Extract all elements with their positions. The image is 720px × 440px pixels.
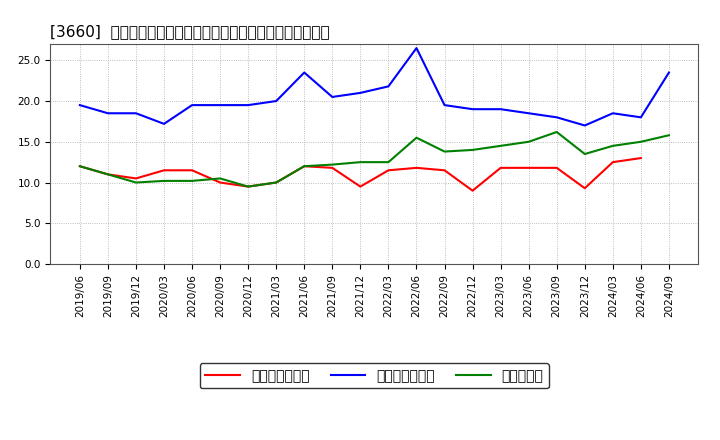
売上債権回転率 [440, 168, 449, 173]
売上債権回転率 [272, 180, 281, 185]
買入債務回転率 [552, 115, 561, 120]
売上債権回転率 [468, 188, 477, 193]
売上債権回転率 [580, 186, 589, 191]
在庫回転率 [665, 132, 673, 138]
買入債務回転率 [216, 103, 225, 108]
売上債権回転率 [608, 160, 617, 165]
在庫回転率 [440, 149, 449, 154]
買入債務回転率 [384, 84, 392, 89]
Text: [3660]  売上債権回転率、買入債務回転率、在庫回転率の推移: [3660] 売上債権回転率、買入債務回転率、在庫回転率の推移 [50, 24, 330, 39]
在庫回転率 [76, 164, 84, 169]
売上債権回転率 [244, 184, 253, 189]
在庫回転率 [104, 172, 112, 177]
売上債権回転率 [524, 165, 533, 170]
売上債権回転率 [412, 165, 420, 170]
売上債権回転率 [356, 184, 365, 189]
買入債務回転率 [300, 70, 309, 75]
在庫回転率 [496, 143, 505, 148]
Line: 買入債務回転率: 買入債務回転率 [80, 48, 669, 125]
売上債権回転率 [216, 180, 225, 185]
買入債務回転率 [188, 103, 197, 108]
在庫回転率 [468, 147, 477, 153]
買入債務回転率 [244, 103, 253, 108]
在庫回転率 [216, 176, 225, 181]
買入債務回転率 [160, 121, 168, 126]
買入債務回転率 [328, 94, 337, 99]
在庫回転率 [636, 139, 645, 144]
売上債権回転率 [552, 165, 561, 170]
在庫回転率 [244, 184, 253, 189]
在庫回転率 [384, 160, 392, 165]
在庫回転率 [552, 129, 561, 135]
買入債務回転率 [272, 99, 281, 104]
売上債権回転率 [160, 168, 168, 173]
買入債務回転率 [608, 110, 617, 116]
在庫回転率 [272, 180, 281, 185]
在庫回転率 [328, 162, 337, 167]
在庫回転率 [132, 180, 140, 185]
買入債務回転率 [524, 110, 533, 116]
在庫回転率 [412, 135, 420, 140]
買入債務回転率 [580, 123, 589, 128]
在庫回転率 [580, 151, 589, 157]
買入債務回転率 [636, 115, 645, 120]
売上債権回転率 [188, 168, 197, 173]
買入債務回転率 [468, 106, 477, 112]
在庫回転率 [300, 164, 309, 169]
売上債権回転率 [496, 165, 505, 170]
買入債務回転率 [132, 110, 140, 116]
売上債権回転率 [328, 165, 337, 170]
売上債権回転率 [132, 176, 140, 181]
Line: 在庫回転率: 在庫回転率 [80, 132, 669, 187]
売上債権回転率 [384, 168, 392, 173]
Legend: 売上債権回転率, 買入債務回転率, 在庫回転率: 売上債権回転率, 買入債務回転率, 在庫回転率 [199, 363, 549, 389]
在庫回転率 [524, 139, 533, 144]
買入債務回転率 [76, 103, 84, 108]
売上債権回転率 [76, 164, 84, 169]
売上債権回転率 [104, 172, 112, 177]
買入債務回転率 [665, 70, 673, 75]
売上債権回転率 [300, 164, 309, 169]
買入債務回転率 [440, 103, 449, 108]
Line: 売上債権回転率: 売上債権回転率 [80, 158, 641, 191]
在庫回転率 [160, 178, 168, 183]
在庫回転率 [356, 160, 365, 165]
在庫回転率 [188, 178, 197, 183]
買入債務回転率 [412, 45, 420, 51]
在庫回転率 [608, 143, 617, 148]
買入債務回転率 [356, 90, 365, 95]
売上債権回転率 [636, 155, 645, 161]
買入債務回転率 [496, 106, 505, 112]
買入債務回転率 [104, 110, 112, 116]
